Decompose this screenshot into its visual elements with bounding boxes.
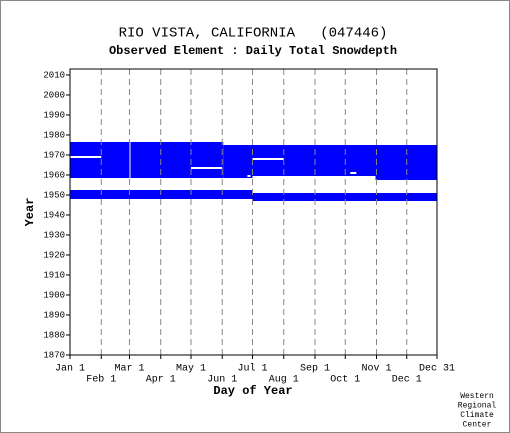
x-tick-label: Mar 1 [114,364,144,375]
y-tick-label: 1970 [43,150,65,160]
y-tick-label: 1940 [43,210,65,220]
y-axis-label: Year [23,198,37,227]
y-tick-label: 1930 [43,230,65,240]
x-tick-label: Dec 31 [419,364,455,375]
missing-gap [129,142,131,178]
missing-gap [252,158,284,160]
chart-title: RIO VISTA, CALIFORNIA (047446) [119,26,388,42]
x-tick-label: Jul 1 [237,363,267,375]
y-tick-label: 1920 [43,250,65,260]
x-tick-label: Feb 1 [86,374,116,386]
missing-gap [190,167,223,169]
credit-line: Climate [460,411,494,420]
data-block [252,145,376,176]
y-tick-label: 1910 [43,270,65,280]
data-block [223,145,253,178]
x-tick-label: Dec 1 [392,375,422,386]
credit-line: Center [463,421,492,430]
x-tick-label: Jan 1 [55,364,85,375]
x-tick-label: Sep 1 [300,364,330,375]
y-tick-label: 2010 [43,70,65,80]
missing-gap [70,156,102,158]
credit-line: Western [460,392,494,401]
missing-gap [350,172,357,174]
x-tick-label: May 1 [176,364,206,375]
missing-gap [247,175,251,177]
y-tick-label: 1950 [43,190,65,200]
chart-subtitle: Observed Element : Daily Total Snowdepth [109,44,397,58]
y-tick-label: 1990 [43,110,65,120]
data-block [252,193,437,201]
x-tick-label: Aug 1 [269,375,299,386]
data-block [375,145,437,180]
credit-line: Regional [458,402,497,411]
y-tick-label: 1870 [43,350,65,360]
x-axis-label: Day of Year [213,384,292,398]
x-tick-label: Nov 1 [361,364,391,375]
y-tick-label: 1980 [43,130,65,140]
y-tick-label: 2000 [43,90,65,100]
plot-border [69,68,438,356]
y-tick-label: 1890 [43,310,65,320]
data-block [70,190,253,199]
x-tick-label: Oct 1 [330,375,360,386]
y-tick-label: 1880 [43,330,65,340]
x-tick-label: Jun 1 [207,375,237,386]
x-tick-label: Apr 1 [146,375,176,386]
y-tick-label: 1960 [43,170,65,180]
data-block [70,142,224,178]
y-tick-label: 1900 [43,290,65,300]
